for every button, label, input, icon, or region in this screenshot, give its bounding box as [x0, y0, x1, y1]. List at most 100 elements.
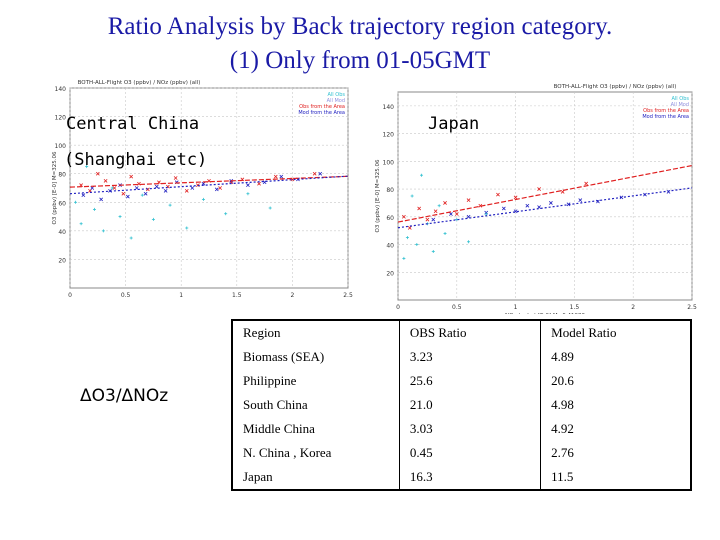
data-point	[140, 193, 144, 197]
data-point	[437, 204, 441, 208]
legend-entry: Mod from the Area	[642, 114, 689, 120]
data-point	[85, 165, 89, 169]
data-point	[118, 215, 122, 219]
scatter-plot-japan: 20 40 60 80 100 120 140 0 0.5 1 1.5 2 2.5 BOTH-ALL-Fl…	[375, 84, 697, 314]
x-tick-label: 2.5	[687, 304, 697, 311]
legend-entry: All Obs	[671, 96, 689, 102]
data-point	[484, 212, 488, 216]
data-point	[95, 171, 100, 176]
data-point	[420, 173, 424, 177]
fit-line	[69, 175, 349, 188]
y-tick-label: 20	[386, 270, 394, 277]
x-tick-label: 1	[514, 304, 518, 311]
table-row: Middle China 3.03 4.92	[232, 417, 691, 441]
data-point	[79, 222, 83, 226]
table-cell: 4.92	[540, 417, 691, 441]
y-tick-label: 100	[55, 143, 67, 150]
data-point	[548, 201, 553, 205]
x-tick-label: 2	[631, 304, 635, 311]
table-cell: 3.03	[398, 417, 541, 441]
table-row: N. China , Korea 0.45 2.76	[232, 441, 691, 465]
data-point	[578, 198, 583, 203]
label-japan: Japan	[428, 114, 480, 134]
x-tick-label: 1.5	[232, 292, 242, 299]
data-point	[190, 186, 195, 190]
y-axis-label: O3 (ppbv) [E-0] M=325.06	[375, 159, 381, 232]
y-tick-label: 40	[386, 243, 394, 250]
slide-title-line-2: (1) Only from 01-05GMT	[229, 47, 491, 74]
table-cell: 20.6	[540, 369, 691, 393]
data-point	[501, 206, 506, 211]
x-tick-label: 1.5	[570, 304, 580, 311]
legend-entry: All Obs	[327, 92, 345, 98]
table-header-cell: Model Ratio	[540, 320, 691, 345]
table-cell: N. China , Korea	[243, 445, 332, 460]
data-point	[431, 249, 435, 253]
data-point	[467, 240, 471, 244]
data-point	[101, 229, 105, 233]
y-tick-label: 40	[58, 229, 66, 236]
table-cell: 4.98	[540, 393, 691, 417]
data-point	[246, 183, 250, 188]
x-axis-label: NOz (ppbv) [E-0] M=6.41986	[505, 313, 585, 314]
data-point	[279, 174, 284, 179]
table-header-cell: Region	[243, 325, 281, 340]
y-tick-label: 140	[383, 104, 395, 111]
data-point	[513, 195, 518, 200]
data-point	[584, 181, 589, 186]
x-tick-label: 0.5	[121, 292, 131, 299]
legend-entry: Obs from the Area	[643, 108, 689, 114]
legend-entry: Mod from the Area	[298, 110, 345, 116]
table-cell: 25.6	[398, 369, 541, 393]
table-cell: Middle China	[243, 421, 315, 436]
table-header-row: Region OBS Ratio Model Ratio	[232, 320, 691, 345]
legend-entry: Obs from the Area	[299, 104, 345, 110]
table-cell: Philippine	[243, 373, 297, 388]
data-point	[496, 192, 500, 197]
data-point	[449, 212, 453, 216]
data-point	[433, 209, 438, 214]
table-cell: 2.76	[540, 441, 691, 465]
fit-line	[69, 175, 349, 195]
table-cell: Biomass (SEA)	[243, 349, 325, 364]
data-point	[184, 188, 189, 193]
data-point	[443, 201, 447, 205]
data-point	[525, 203, 530, 208]
x-tick-label: 0	[68, 292, 72, 299]
x-tick-label: 2.5	[343, 292, 353, 299]
data-point	[143, 191, 148, 196]
data-point	[218, 186, 223, 190]
data-point	[110, 186, 114, 190]
table-cell: Japan	[243, 469, 273, 484]
y-tick-label: 60	[58, 200, 66, 207]
y-tick-label: 80	[58, 172, 66, 179]
chart-title: BOTH-ALL-Flight O3 (ppbv) / NOz (ppbv) (…	[78, 80, 201, 86]
legend-entry: All Mod	[671, 102, 689, 108]
data-point	[431, 217, 436, 222]
data-point	[125, 194, 130, 199]
x-tick-label: 1	[179, 292, 183, 299]
data-point	[466, 198, 471, 203]
data-point	[405, 236, 409, 240]
data-point	[273, 174, 278, 179]
label-ratio: ΔO3/ΔNOz	[80, 386, 169, 406]
x-tick-label: 0	[396, 304, 400, 311]
plot-frame	[69, 87, 349, 289]
x-tick-label: 0.5	[452, 304, 462, 311]
data-point	[402, 256, 406, 260]
table-row: Biomass (SEA) 3.23 4.89	[232, 345, 691, 369]
data-point	[99, 197, 104, 202]
scatter-plot-central-china: 20 40 60 80 100 120 140 0 0.5 1 1.5 2 2.5 BOTH-ALL-Fl…	[52, 80, 353, 299]
ratio-table: Region OBS Ratio Model Ratio Biomass (SEA) 3…	[231, 319, 692, 491]
fit-line	[397, 187, 693, 229]
table-cell: 21.0	[398, 393, 541, 417]
table-cell: 11.5	[540, 465, 691, 490]
data-point	[129, 174, 134, 179]
data-point	[214, 187, 219, 192]
data-point	[407, 226, 412, 230]
table-cell: 16.3	[398, 465, 541, 490]
data-point	[129, 236, 133, 240]
table-cell: South China	[243, 397, 308, 412]
data-point	[410, 194, 414, 198]
data-point	[224, 212, 228, 216]
